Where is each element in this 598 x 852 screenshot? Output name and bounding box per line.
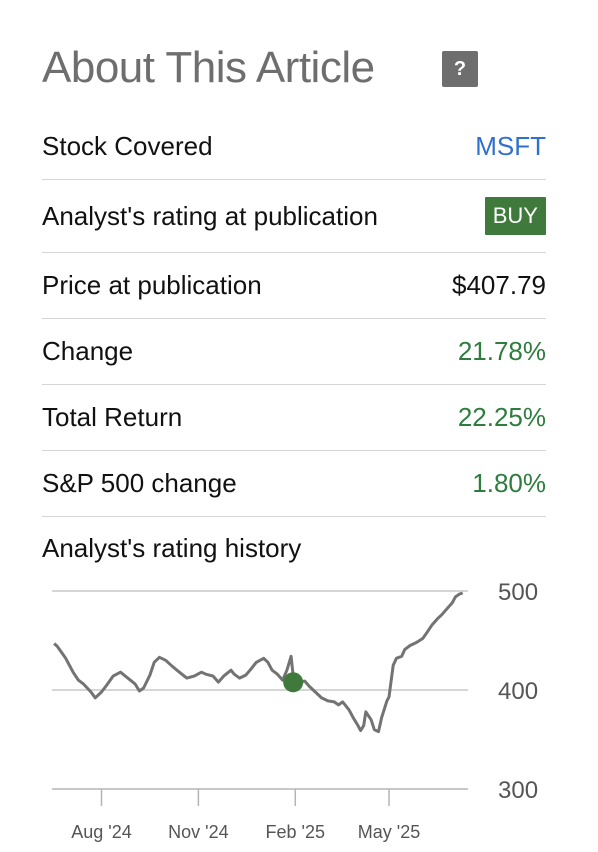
row-total-return: Total Return 22.25% — [42, 385, 546, 451]
row-price-at-publication: Price at publication $407.79 — [42, 253, 546, 319]
y-tick-label: 400 — [498, 678, 538, 705]
row-label-stock-covered: Stock Covered — [42, 131, 213, 161]
sp500-change-value: 1.80% — [472, 468, 546, 498]
y-tick-label: 300 — [498, 777, 538, 804]
x-tick-label: May '25 — [358, 822, 420, 842]
x-tick-label: Nov '24 — [168, 822, 228, 842]
panel-header: About This Article ? — [42, 40, 546, 96]
price-value: $407.79 — [452, 270, 546, 300]
total-return-value: 22.25% — [457, 402, 546, 432]
rating-history-label: Analyst's rating history — [42, 533, 302, 563]
y-tick-label: 500 — [498, 579, 538, 606]
price-series-line — [53, 591, 464, 734]
rating-badge: BUY — [484, 197, 546, 235]
rating-marker-dot[interactable] — [283, 672, 304, 693]
row-label-total-return: Total Return — [42, 402, 183, 432]
row-label-price: Price at publication — [42, 270, 262, 300]
row-label-analyst-rating: Analyst's rating at publication — [42, 200, 378, 231]
row-change: Change 21.78% — [42, 319, 546, 385]
row-label-sp500: S&P 500 change — [42, 468, 237, 498]
help-icon[interactable]: ? — [442, 51, 478, 87]
panel-title: About This Article — [42, 43, 375, 92]
stock-ticker-link[interactable]: MSFT — [475, 131, 546, 161]
x-tick-label: Feb '25 — [266, 822, 325, 842]
change-value: 21.78% — [457, 336, 546, 366]
row-sp500-change: S&P 500 change 1.80% — [42, 451, 546, 517]
row-label-change: Change — [42, 336, 134, 366]
row-analyst-rating: Analyst's rating at publication BUY — [42, 180, 546, 253]
row-stock-covered: Stock Covered MSFT — [42, 114, 546, 180]
x-tick-label: Aug '24 — [71, 822, 132, 842]
